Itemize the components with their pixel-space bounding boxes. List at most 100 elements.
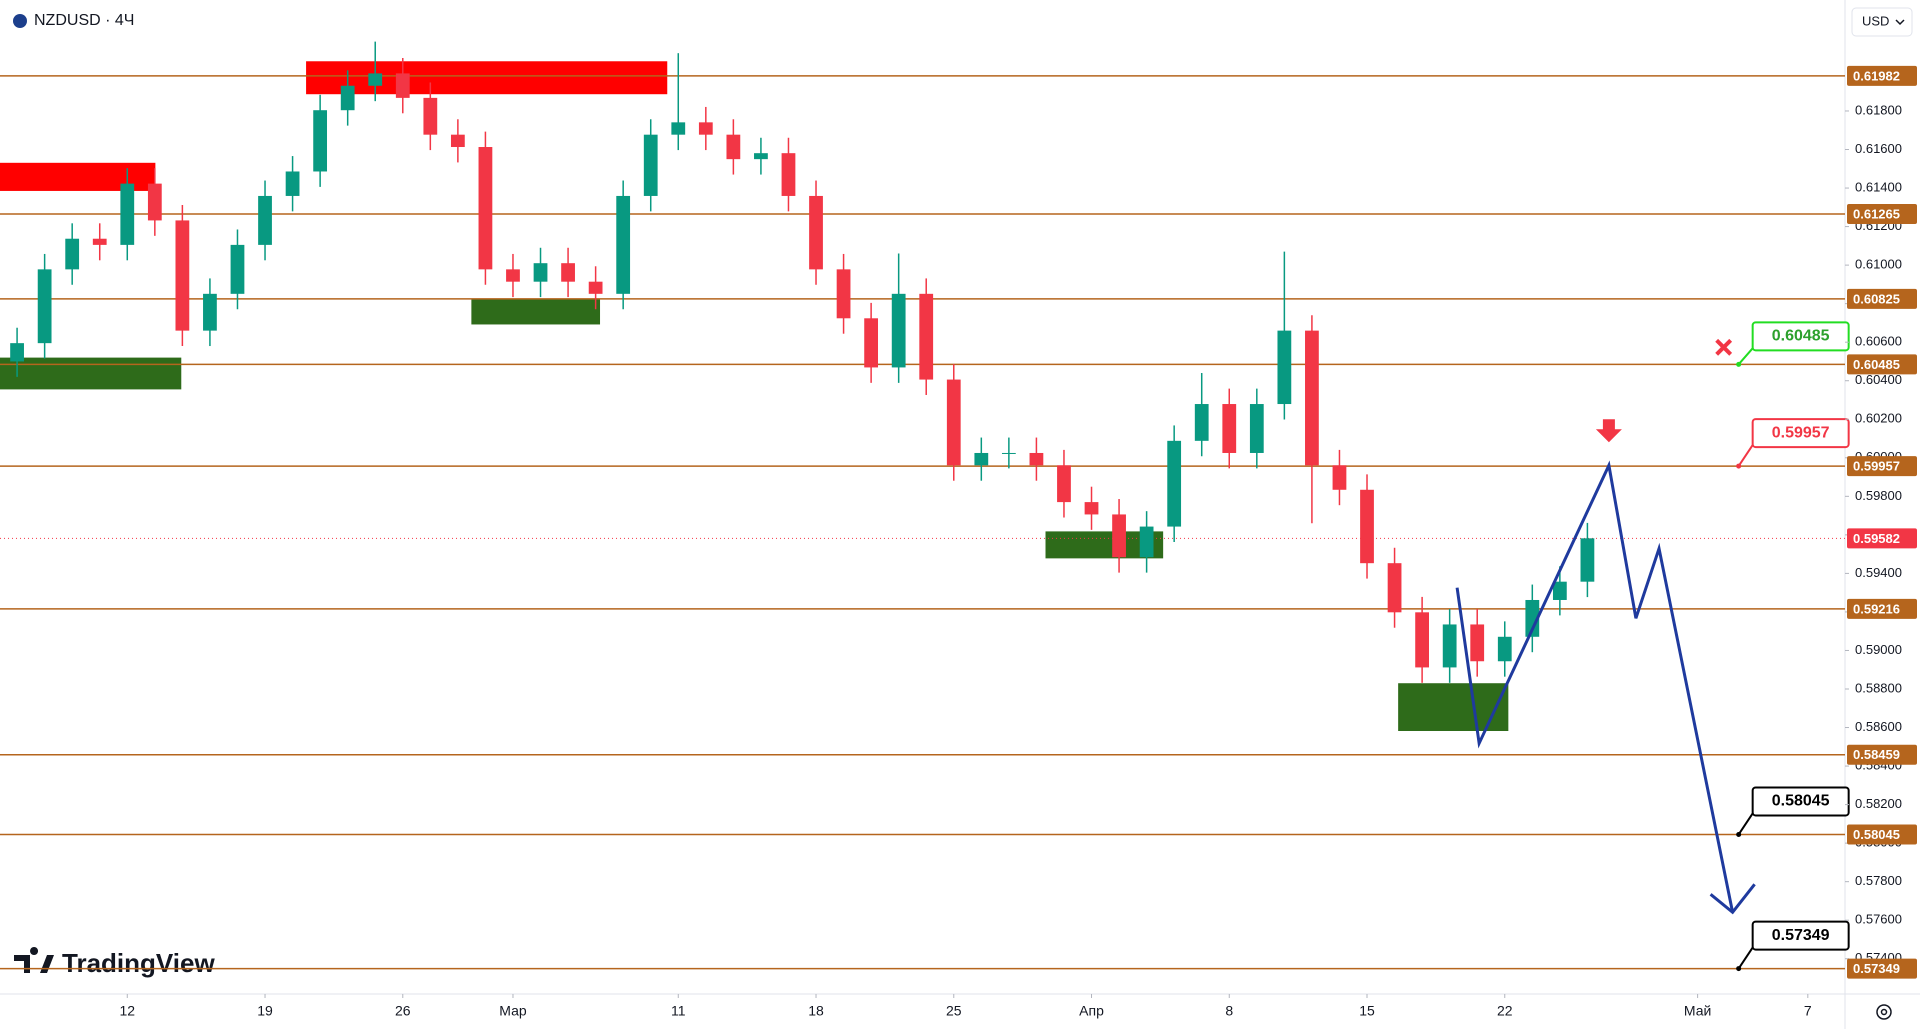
candle-body	[230, 244, 245, 294]
candle-body	[92, 238, 107, 245]
candle-body	[395, 73, 410, 98]
candle	[616, 180, 631, 310]
candle-body	[1057, 465, 1071, 503]
candle-body	[368, 73, 383, 86]
y-tick-label: 0.59000	[1855, 642, 1902, 657]
candle-body	[10, 343, 24, 362]
candle-body	[506, 269, 520, 282]
callout: 0.57349	[1736, 920, 1850, 972]
candle-body	[203, 293, 217, 331]
x-tick-label: 19	[257, 1003, 273, 1019]
candle	[230, 229, 245, 310]
y-tick-label: 0.57800	[1855, 873, 1902, 888]
level-label: 0.60485	[1853, 357, 1900, 372]
candle-body	[120, 183, 135, 245]
candle-body	[1139, 526, 1154, 558]
callout-label: 0.57349	[1772, 927, 1830, 944]
candle	[1277, 251, 1292, 420]
gear-icon	[1880, 1008, 1888, 1016]
candle-body	[1001, 452, 1016, 454]
candle	[65, 223, 80, 285]
y-tick-label: 0.61000	[1855, 257, 1902, 272]
candle	[1084, 486, 1099, 530]
candle	[1057, 449, 1071, 518]
candle-body	[561, 263, 575, 282]
level-label: 0.61265	[1853, 206, 1900, 221]
gear-icon	[1876, 1004, 1892, 1020]
candle-body	[175, 220, 190, 331]
candle	[533, 247, 548, 298]
candle	[368, 41, 383, 102]
candle-body	[1305, 330, 1319, 466]
flag-icon	[13, 14, 27, 28]
candle	[1222, 388, 1237, 469]
callout-pointer	[1737, 347, 1754, 366]
candle-body	[1497, 636, 1512, 662]
candle-body	[423, 97, 438, 135]
candle	[643, 119, 658, 212]
candle	[946, 364, 961, 481]
candle	[1194, 373, 1209, 457]
candle	[1387, 547, 1402, 628]
candle-body	[1277, 330, 1292, 405]
candle	[10, 327, 24, 377]
logo-mark	[14, 947, 54, 973]
candle-body	[781, 153, 796, 196]
candle-body	[1415, 612, 1430, 668]
candle-body	[1222, 404, 1237, 453]
candle	[671, 53, 686, 151]
candle-body	[726, 134, 741, 160]
callout-label: 0.59957	[1772, 424, 1830, 441]
x-tick-label: 18	[808, 1003, 824, 1019]
candle	[698, 106, 713, 151]
candle-body	[147, 183, 162, 221]
x-tick-label: 25	[946, 1003, 962, 1019]
candle	[1470, 609, 1485, 677]
callout-box	[1751, 418, 1850, 449]
candle-body	[919, 293, 934, 380]
candle-body	[1360, 489, 1374, 564]
candle-body	[836, 269, 851, 319]
candle	[285, 156, 300, 212]
candle-body	[974, 452, 989, 466]
level-label: 0.58045	[1853, 827, 1900, 842]
candle	[450, 119, 465, 163]
callout: 0.58045	[1736, 786, 1850, 837]
candle-body	[340, 85, 355, 111]
candle	[1360, 474, 1374, 579]
candle	[147, 168, 162, 236]
candle-body	[671, 122, 686, 135]
candle-body	[1525, 599, 1540, 637]
candle	[258, 180, 272, 261]
y-tick-label: 0.57600	[1855, 912, 1902, 927]
candle	[37, 253, 52, 359]
candle	[1442, 609, 1457, 683]
level-label-box	[1847, 354, 1917, 375]
currency-dropdown[interactable]	[1851, 7, 1913, 37]
callout-label: 0.60485	[1772, 328, 1830, 345]
candle-body	[616, 195, 631, 294]
candle-body	[1029, 452, 1044, 466]
candle-body	[809, 195, 823, 270]
candle-body	[1112, 514, 1126, 558]
y-tick-label: 0.58600	[1855, 719, 1902, 734]
candle	[588, 266, 603, 310]
settings-button[interactable]	[1876, 1004, 1892, 1020]
candle	[1029, 437, 1044, 481]
candle-body	[37, 269, 52, 344]
candle-body	[313, 110, 328, 172]
candle	[561, 247, 575, 298]
candle	[506, 253, 520, 298]
candle	[1305, 315, 1319, 524]
candle-body	[65, 238, 80, 270]
candle-body	[285, 171, 300, 196]
y-tick-label: 0.59800	[1855, 488, 1902, 503]
candle	[1552, 566, 1567, 616]
candle	[1112, 499, 1126, 573]
candle-body	[478, 147, 493, 270]
candle	[891, 253, 906, 383]
y-tick-label: 0.59400	[1855, 565, 1902, 580]
level-label: 0.60825	[1853, 291, 1900, 306]
candle-body	[754, 153, 768, 160]
